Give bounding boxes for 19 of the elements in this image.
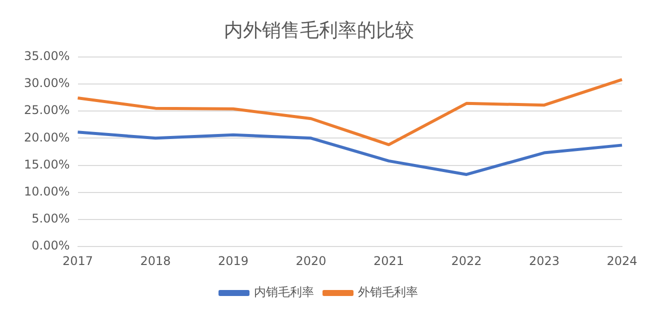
y-tick-label: 0.00% <box>32 238 70 253</box>
x-tick-label: 2023 <box>528 254 560 268</box>
y-tick-label: 20.00% <box>24 130 70 144</box>
y-tick-label: 10.00% <box>24 184 70 198</box>
x-tick-label: 2022 <box>451 254 482 268</box>
x-tick-label: 2024 <box>606 254 638 268</box>
y-tick-label: 5.00% <box>32 212 70 226</box>
x-tick-label: 2020 <box>296 254 326 268</box>
chart-title: 内外销售毛利率的比较 <box>224 19 414 42</box>
x-tick-label: 2017 <box>62 254 94 268</box>
y-tick-label: 30.00% <box>24 76 70 90</box>
x-tick-label: 2018 <box>140 254 171 268</box>
y-tick-label: 35.00% <box>24 48 70 63</box>
y-tick-label: 25.00% <box>24 103 70 118</box>
legend-label: 外销毛利率 <box>358 285 418 300</box>
x-tick-label: 2019 <box>218 254 249 268</box>
x-tick-label: 2021 <box>373 254 404 268</box>
legend-label: 内销毛利率 <box>254 285 314 300</box>
y-tick-label: 15.00% <box>24 157 70 172</box>
